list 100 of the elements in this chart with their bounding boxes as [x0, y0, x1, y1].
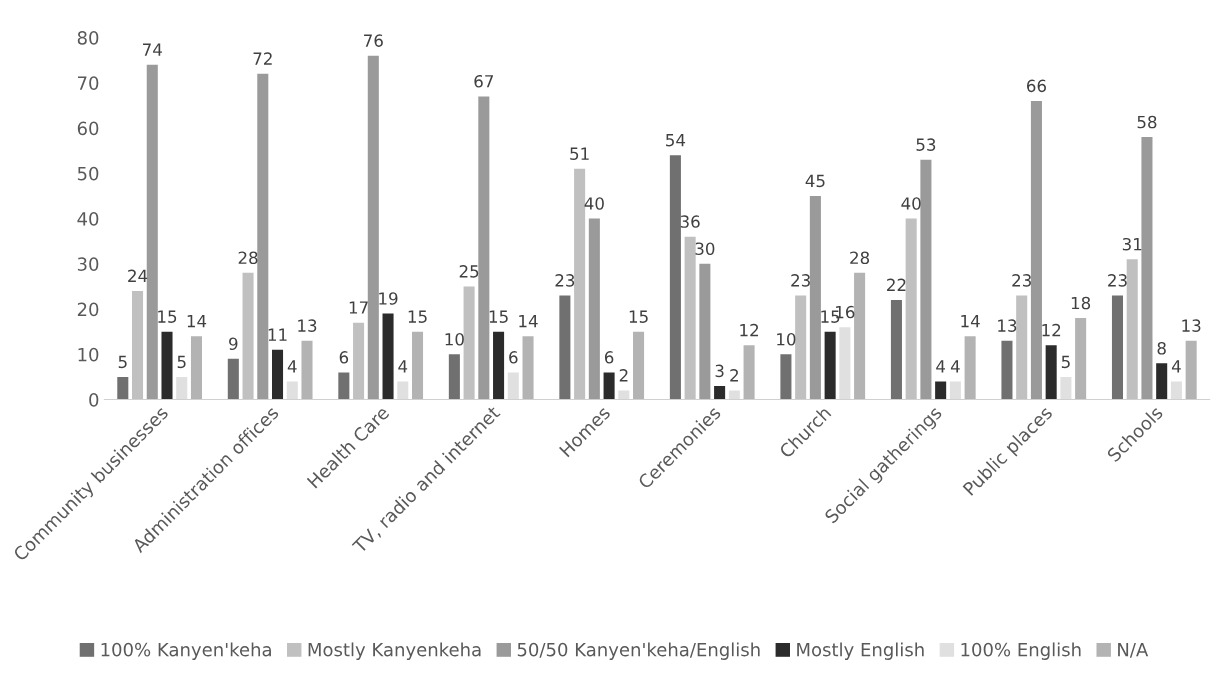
bar	[338, 372, 350, 400]
y-tick-label: 40	[77, 212, 99, 226]
data-label: 23	[555, 274, 575, 287]
bar	[920, 159, 932, 400]
data-label: 23	[1108, 274, 1127, 287]
data-label: 12	[740, 323, 759, 337]
data-label: 23	[1012, 274, 1031, 287]
bar	[161, 331, 173, 400]
data-label: 40	[584, 197, 604, 210]
data-label: 6	[604, 351, 614, 364]
data-label: 5	[1061, 355, 1070, 369]
legend-label: 100% Kanyen'keha	[101, 642, 271, 660]
data-label: 25	[459, 265, 479, 278]
bar	[559, 295, 571, 400]
bar	[1111, 295, 1124, 400]
data-label: 4	[287, 360, 297, 373]
data-label: 30	[695, 242, 715, 256]
y-tick-label: 0	[89, 393, 99, 407]
bar	[522, 336, 534, 400]
data-label: 4	[1171, 360, 1181, 373]
data-label: 13	[298, 319, 317, 332]
bar	[448, 354, 460, 400]
data-label: 28	[850, 251, 870, 265]
data-label: 76	[364, 34, 383, 47]
bar	[1016, 295, 1028, 400]
bar	[824, 331, 836, 400]
data-label: 4	[936, 360, 946, 373]
bar	[132, 290, 144, 400]
bar	[1045, 345, 1057, 400]
bar	[1001, 340, 1013, 400]
bar	[699, 263, 711, 400]
bar	[603, 372, 615, 400]
data-label: 67	[474, 75, 494, 88]
data-label: 22	[887, 278, 906, 291]
data-label: 2	[619, 369, 628, 382]
bar	[669, 155, 681, 400]
data-label: 13	[1182, 319, 1201, 332]
bar	[382, 313, 394, 400]
data-label: 2	[730, 369, 738, 382]
data-label: 72	[253, 52, 272, 65]
bar	[397, 381, 409, 400]
y-tick-label: 30	[77, 257, 99, 271]
bar	[1141, 137, 1153, 400]
bar	[839, 327, 851, 400]
bar	[507, 372, 519, 400]
data-label: 23	[791, 274, 810, 287]
data-label: 10	[777, 332, 796, 346]
y-tick-label: 60	[77, 121, 99, 136]
bar	[411, 331, 424, 400]
data-label: 4	[950, 360, 960, 373]
bar	[935, 381, 947, 400]
data-label: 11	[268, 328, 287, 341]
bar	[795, 295, 807, 400]
data-label: 31	[1122, 237, 1142, 251]
bar	[117, 376, 129, 400]
y-tick-label: 50	[77, 166, 99, 181]
data-label: 4	[398, 360, 408, 373]
bar	[964, 336, 976, 400]
data-label: 3	[715, 364, 724, 378]
data-label: 45	[805, 174, 825, 188]
data-label: 24	[128, 269, 148, 282]
bar	[905, 218, 917, 400]
bar	[367, 55, 379, 400]
bar	[176, 376, 188, 400]
data-label: 15	[489, 310, 508, 323]
bar	[684, 236, 696, 400]
legend-label: N/A	[1118, 643, 1149, 658]
y-tick-label: 70	[78, 76, 99, 90]
bar	[743, 345, 755, 400]
data-label: 19	[379, 292, 398, 305]
bar	[286, 381, 298, 400]
bar	[633, 331, 645, 400]
data-label: 58	[1137, 115, 1157, 129]
data-label: 12	[1042, 323, 1061, 337]
bar	[272, 349, 284, 400]
data-label: 14	[187, 315, 207, 328]
data-label: 5	[118, 355, 127, 369]
bar	[714, 385, 726, 400]
bar	[1075, 318, 1087, 400]
bar	[190, 336, 203, 400]
legend-label: Mostly English	[797, 642, 924, 660]
bar	[1185, 340, 1197, 400]
bar	[353, 322, 365, 400]
data-label: 6	[339, 351, 349, 364]
y-tick-label: 10	[78, 347, 99, 362]
bar	[493, 331, 505, 400]
data-label: 15	[158, 310, 177, 323]
data-label: 28	[238, 251, 258, 265]
bar	[949, 381, 961, 400]
data-label: 5	[177, 355, 186, 369]
bar	[1170, 381, 1182, 400]
data-label: 17	[349, 301, 368, 314]
data-label: 15	[629, 310, 648, 323]
bar	[1156, 363, 1168, 400]
data-label: 6	[509, 351, 518, 364]
data-label: 9	[229, 337, 238, 351]
bar	[780, 354, 792, 400]
y-tick-label: 20	[77, 302, 99, 317]
bar	[890, 300, 902, 400]
bar	[809, 195, 821, 400]
